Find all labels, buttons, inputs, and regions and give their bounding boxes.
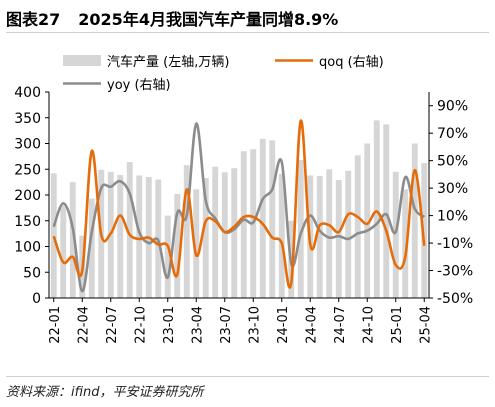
bar-24-05 [316, 175, 323, 298]
legend-label: qoq (右轴) [319, 55, 384, 70]
right-tick-label: -30% [437, 264, 473, 280]
left-tick-label: 50 [23, 265, 41, 281]
left-tick-label: 100 [14, 240, 41, 256]
chart: 0 50 100 150 200 250 300 350 400 -50% -30% -10% 10% 3… [14, 54, 473, 344]
bar-23-07 [221, 172, 228, 298]
left-tick-label: 250 [14, 162, 41, 178]
x-tick-label: 22-07 [105, 306, 120, 344]
bar-24-06 [326, 169, 333, 298]
bar-24-07 [335, 180, 342, 298]
bar-23-01 [164, 215, 171, 298]
x-tick-label: 24-10 [361, 306, 376, 344]
x-tick-label: 23-01 [162, 306, 177, 344]
bar-series [50, 120, 428, 298]
bar-25-02 [402, 189, 409, 298]
bar-23-05 [202, 178, 209, 298]
figure-title-bar: 图表27 2025年4月我国汽车产量同增8.9% [6, 3, 489, 33]
x-tick-label: 25-04 [418, 306, 433, 344]
left-tick-label: 350 [14, 111, 41, 127]
bar-22-10 [136, 175, 143, 298]
bar-24-01 [278, 173, 285, 298]
bar-23-08 [231, 168, 238, 298]
right-tick-label: 30% [437, 181, 468, 197]
right-tick-label: 70% [437, 126, 468, 142]
bar-23-09 [240, 151, 247, 298]
x-tick-label: 25-01 [390, 306, 405, 344]
x-tick-label: 24-01 [276, 306, 291, 344]
right-tick-label: -50% [437, 291, 473, 307]
yoy-line [52, 122, 426, 293]
right-tick-label: 90% [437, 99, 468, 115]
bar-25-01 [392, 171, 399, 298]
figure-label: 图表27 [6, 9, 61, 29]
left-tick-label: 150 [14, 214, 41, 230]
bar-23-03 [183, 165, 190, 298]
figure-title: 2025年4月我国汽车产量同增8.9% [78, 9, 339, 29]
bar-22-02 [60, 204, 67, 298]
legend-swatch-bar [63, 55, 101, 66]
x-tick-label: 22-01 [48, 306, 63, 344]
bar-24-09 [354, 155, 361, 298]
left-tick-label: 400 [14, 85, 41, 101]
legend-label: yoy (右轴) [107, 78, 171, 93]
bar-25-03 [411, 143, 418, 298]
bar-25-04 [421, 163, 428, 298]
left-tick-label: 200 [14, 188, 41, 204]
bar-24-12 [383, 124, 390, 298]
x-tick-label: 23-04 [190, 306, 205, 344]
bar-23-02 [174, 193, 181, 298]
bar-23-06 [212, 166, 219, 298]
x-tick-label: 24-04 [304, 306, 319, 344]
bar-22-09 [126, 162, 133, 298]
source-note: 资料来源：ifind，平安证券研究所 [6, 376, 489, 400]
bar-23-04 [193, 189, 200, 298]
bar-22-01 [50, 173, 57, 298]
bar-24-11 [373, 120, 380, 298]
bar-24-08 [345, 170, 352, 298]
left-tick-label: 300 [14, 137, 41, 153]
bar-22-03 [69, 182, 76, 298]
x-tick-label: 22-04 [76, 306, 91, 344]
right-tick-label: -10% [437, 236, 473, 252]
bar-24-10 [364, 143, 371, 298]
x-tick-label: 24-07 [333, 306, 348, 344]
x-tick-label: 22-10 [133, 306, 148, 344]
legend: 汽车产量 (左轴,万辆) qoq (右轴) yoy (右轴) [63, 54, 384, 93]
bar-24-03 [297, 159, 304, 298]
x-tick-label: 23-10 [247, 306, 262, 344]
bar-23-12 [269, 140, 276, 298]
qoq-line [52, 119, 426, 289]
axes: 0 50 100 150 200 250 300 350 400 -50% -30% -10% 10% 3… [14, 85, 473, 344]
bar-23-11 [259, 138, 266, 298]
x-tick-label: 23-07 [219, 306, 234, 344]
bar-22-08 [117, 174, 124, 298]
right-tick-label: 10% [437, 209, 468, 225]
legend-label: 汽车产量 (左轴,万辆) [107, 54, 229, 70]
line-series [52, 119, 426, 293]
right-tick-label: 50% [437, 154, 468, 170]
left-tick-label: 0 [32, 291, 41, 307]
bar-22-05 [88, 198, 95, 298]
